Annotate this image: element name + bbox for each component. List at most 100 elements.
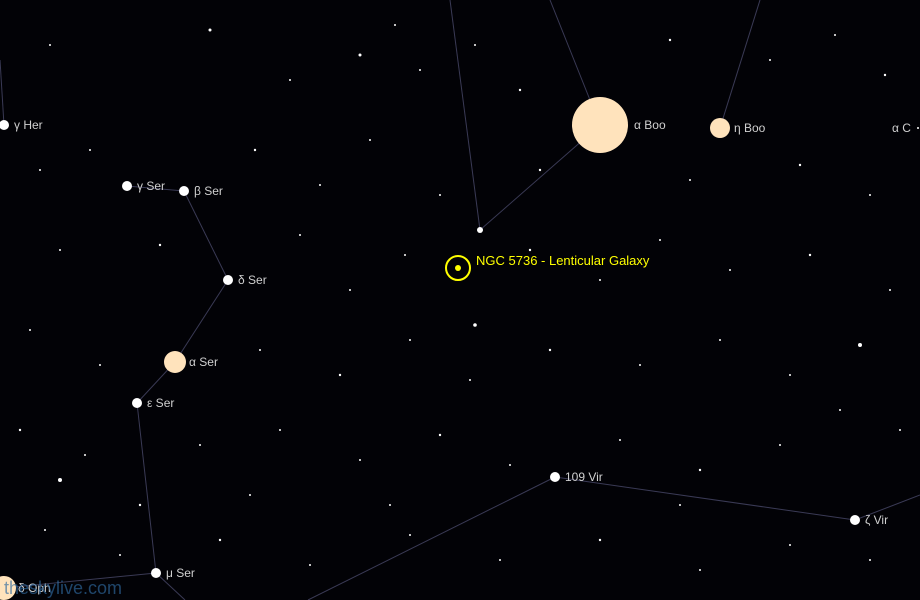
bg-star (58, 478, 62, 482)
bg-star (789, 374, 791, 376)
star-label-gamma-her: γ Her (14, 118, 43, 132)
star-eta-boo (710, 118, 730, 138)
star-alpha-c (917, 127, 919, 129)
bg-star (289, 79, 291, 81)
target-label: NGC 5736 - Lenticular Galaxy (476, 253, 650, 268)
bg-star (469, 379, 471, 381)
bg-star (599, 279, 601, 281)
bg-star (19, 429, 21, 431)
bg-star (44, 529, 46, 531)
constellation-line (137, 403, 156, 573)
bg-star (254, 149, 256, 151)
bg-star (409, 339, 411, 341)
bg-star (729, 269, 731, 271)
bg-star (119, 554, 121, 556)
bg-star (439, 434, 441, 436)
bg-star (99, 364, 101, 366)
bg-star (789, 544, 791, 546)
bg-star (719, 339, 721, 341)
constellation-line (184, 191, 228, 280)
bg-star (473, 323, 477, 327)
bg-star (349, 289, 351, 291)
bg-star (779, 444, 781, 446)
bg-star (369, 139, 371, 141)
star-109-vir (550, 472, 560, 482)
star-gamma-ser (122, 181, 132, 191)
star-chart: NGC 5736 - Lenticular Galaxy γ Her γ Ser β… (0, 0, 920, 600)
bg-star (869, 194, 871, 196)
star-eps-ser (132, 398, 142, 408)
bg-star (84, 454, 86, 456)
constellation-line (450, 0, 480, 230)
bg-star (419, 69, 421, 71)
bg-star (549, 349, 551, 351)
bg-star (394, 24, 396, 26)
bg-star (389, 504, 391, 506)
bg-star (249, 494, 251, 496)
star-label-eps-ser: ε Ser (147, 396, 174, 410)
bg-star (869, 559, 871, 561)
bg-star (474, 44, 476, 46)
bg-star (159, 244, 161, 246)
bg-star (359, 459, 361, 461)
bg-star (319, 184, 321, 186)
bg-star (529, 249, 531, 251)
bg-star (299, 234, 301, 236)
star-beta-ser (179, 186, 189, 196)
star-delta-ser (223, 275, 233, 285)
bg-star (39, 169, 41, 171)
star-label-alpha-boo: α Boo (634, 118, 666, 132)
star-zeta-vir (850, 515, 860, 525)
bg-star (339, 374, 341, 376)
star-label-mu-ser: μ Ser (166, 566, 195, 580)
bg-star (679, 504, 681, 506)
bg-star (219, 539, 221, 541)
star-label-alpha-ser: α Ser (189, 355, 218, 369)
bg-star (439, 194, 441, 196)
star-alpha-boo (572, 97, 628, 153)
bg-star (539, 169, 541, 171)
bg-star (359, 54, 362, 57)
bg-star (809, 254, 811, 256)
bg-star (477, 227, 483, 233)
bg-star (89, 149, 91, 151)
bg-star (409, 534, 411, 536)
star-label-alpha-c: α C (892, 121, 911, 135)
bg-star (858, 343, 862, 347)
bg-star (404, 254, 406, 256)
constellation-line (308, 477, 555, 600)
chart-svg: NGC 5736 - Lenticular Galaxy (0, 0, 920, 600)
star-label-gamma-ser: γ Ser (137, 179, 165, 193)
bg-star (309, 564, 311, 566)
bg-star (619, 439, 621, 441)
bg-star (519, 89, 521, 91)
bg-star (689, 179, 691, 181)
bg-star (259, 349, 261, 351)
constellation-line (720, 0, 760, 128)
bg-star (49, 44, 51, 46)
bg-star (889, 289, 891, 291)
star-label-zeta-vir: ζ Vir (865, 513, 888, 527)
star-mu-ser (151, 568, 161, 578)
bg-star (139, 504, 141, 506)
bg-star (769, 59, 771, 61)
bg-star (29, 329, 31, 331)
bg-star (834, 34, 836, 36)
star-label-delta-ser: δ Ser (238, 273, 267, 287)
bg-star (884, 74, 886, 76)
star-alpha-ser (164, 351, 186, 373)
bg-star (59, 249, 61, 251)
bg-star (699, 569, 701, 571)
bg-star (279, 429, 281, 431)
bg-star (209, 29, 212, 32)
star-label-eta-boo: η Boo (734, 121, 765, 135)
bg-star (199, 444, 201, 446)
target-dot (455, 265, 461, 271)
bg-star (659, 239, 661, 241)
bg-star (599, 539, 601, 541)
watermark: theskylive.com (4, 578, 122, 599)
bg-star (799, 164, 801, 166)
bg-star (509, 464, 511, 466)
star-label-beta-ser: β Ser (194, 184, 223, 198)
bg-star (699, 469, 701, 471)
